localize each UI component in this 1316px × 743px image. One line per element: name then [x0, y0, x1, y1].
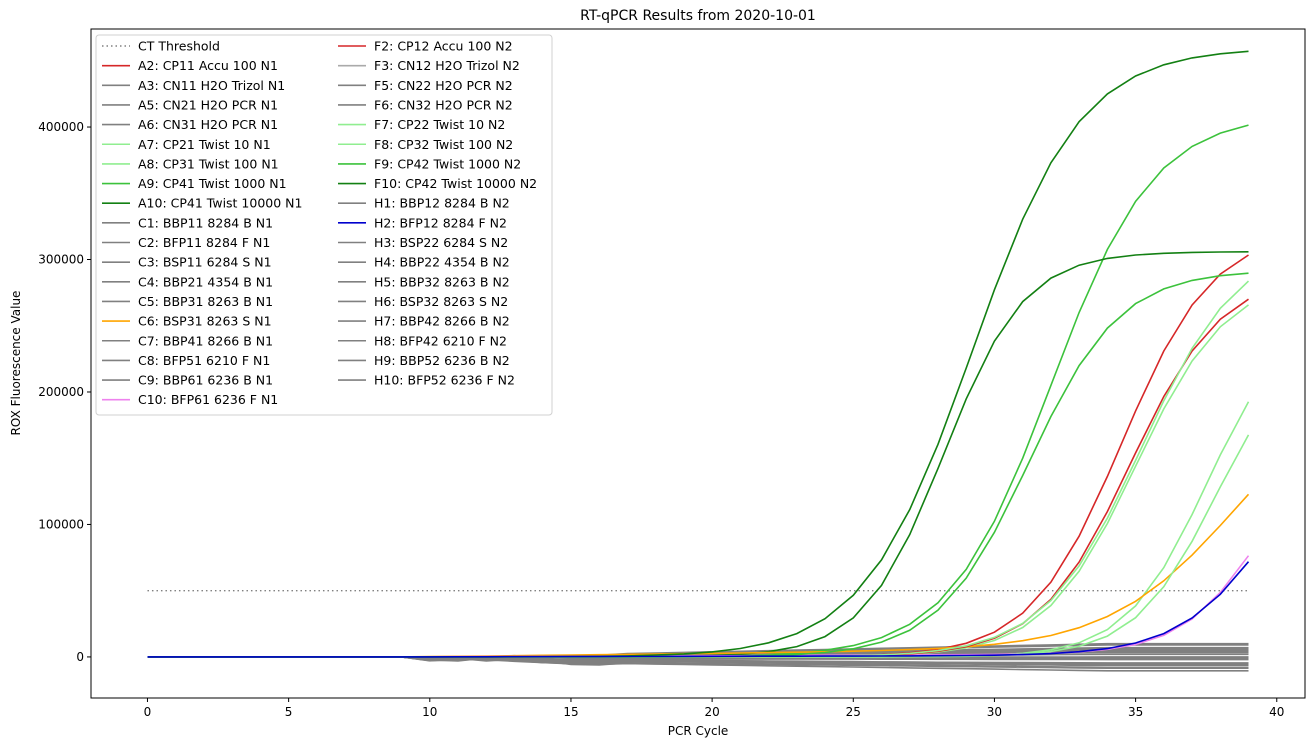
legend-box: [95, 34, 553, 416]
y-axis-title: ROX Fluorescence Value: [9, 291, 23, 436]
x-axis-title: PCR Cycle: [668, 724, 729, 738]
legend-label: C1: BBP11 8284 B N1: [138, 215, 273, 230]
legend-label: C5: BBP31 8263 B N1: [138, 294, 273, 309]
legend-label: CT Threshold: [138, 39, 220, 54]
legend-label: H8: BFP42 6210 F N2: [374, 333, 507, 348]
legend-label: F6: CN32 H2O PCR N2: [374, 97, 513, 112]
legend-label: H9: BBP52 6236 B N2: [374, 353, 510, 368]
legend-label: H7: BBP42 8266 B N2: [374, 314, 510, 329]
x-tick-label: 5: [285, 705, 293, 719]
legend-label: H1: BBP12 8284 B N2: [374, 196, 510, 211]
legend-label: C6: BSP31 8263 S N1: [138, 314, 272, 329]
series-line: [147, 561, 1250, 658]
legend-label: H10: BFP52 6236 F N2: [374, 373, 515, 388]
series-line: [147, 555, 1250, 658]
legend-label: F7: CP22 Twist 10 N2: [374, 117, 505, 132]
x-tick-label: 30: [987, 705, 1002, 719]
legend: CT Threshold A2: CP11 Accu 100 N1 A3: CN11…: [95, 34, 553, 416]
y-tick-label: 0: [76, 650, 84, 664]
chart-title: RT-qPCR Results from 2020-10-01: [580, 8, 816, 24]
series-line: [147, 493, 1250, 658]
legend-label: F9: CP42 Twist 1000 N2: [374, 156, 521, 171]
plot-area: [147, 50, 1250, 672]
series-line: [147, 401, 1250, 658]
legend-label: C9: BBP61 6236 B N1: [138, 373, 273, 388]
y-tick-label: 400000: [38, 120, 84, 134]
legend-label: H5: BBP32 8263 B N2: [374, 274, 510, 289]
y-axis: 0 100000 200000 300000 400000: [38, 120, 91, 664]
legend-label: C10: BFP61 6236 F N1: [138, 392, 278, 407]
legend-label: A10: CP41 Twist 10000 N1: [138, 196, 302, 211]
x-tick-label: 10: [422, 705, 437, 719]
x-tick-label: 40: [1269, 705, 1284, 719]
legend-label: H2: BFP12 8284 F N2: [374, 215, 507, 230]
x-tick-label: 15: [563, 705, 578, 719]
legend-label: H4: BBP22 4354 B N2: [374, 255, 510, 270]
legend-label: A3: CN11 H2O Trizol N1: [138, 78, 285, 93]
legend-label: H3: BSP22 6284 S N2: [374, 235, 508, 250]
legend-label: A7: CP21 Twist 10 N1: [138, 137, 271, 152]
x-axis: 0 5 10 15 20 25 30 35 40: [144, 698, 1284, 719]
plot-frame: [90, 28, 1306, 699]
legend-label: H6: BSP32 8263 S N2: [374, 294, 508, 309]
legend-label: C2: BFP11 8284 F N1: [138, 235, 270, 250]
legend-label: A8: CP31 Twist 100 N1: [138, 156, 279, 171]
y-tick-label: 200000: [38, 385, 84, 399]
legend-label: A9: CP41 Twist 1000 N1: [138, 176, 287, 191]
x-tick-label: 35: [1128, 705, 1143, 719]
x-tick-label: 0: [144, 705, 152, 719]
legend-label: A6: CN31 H2O PCR N1: [138, 117, 278, 132]
legend-label: F10: CP42 Twist 10000 N2: [374, 176, 537, 191]
legend-label: C4: BBP21 4354 B N1: [138, 274, 273, 289]
legend-label: A5: CN21 H2O PCR N1: [138, 97, 278, 112]
legend-label: F2: CP12 Accu 100 N2: [374, 39, 513, 54]
x-tick-label: 25: [846, 705, 861, 719]
y-tick-label: 300000: [38, 253, 84, 267]
legend-label: F3: CN12 H2O Trizol N2: [374, 58, 520, 73]
legend-label: F8: CP32 Twist 100 N2: [374, 137, 513, 152]
x-tick-label: 20: [704, 705, 719, 719]
y-tick-label: 100000: [38, 517, 84, 531]
series-line: [147, 434, 1250, 658]
legend-label: C3: BSP11 6284 S N1: [138, 255, 272, 270]
legend-label: C8: BFP51 6210 F N1: [138, 353, 270, 368]
legend-label: A2: CP11 Accu 100 N1: [138, 58, 278, 73]
legend-label: C7: BBP41 8266 B N1: [138, 333, 273, 348]
legend-label: F5: CN22 H2O PCR N2: [374, 78, 513, 93]
